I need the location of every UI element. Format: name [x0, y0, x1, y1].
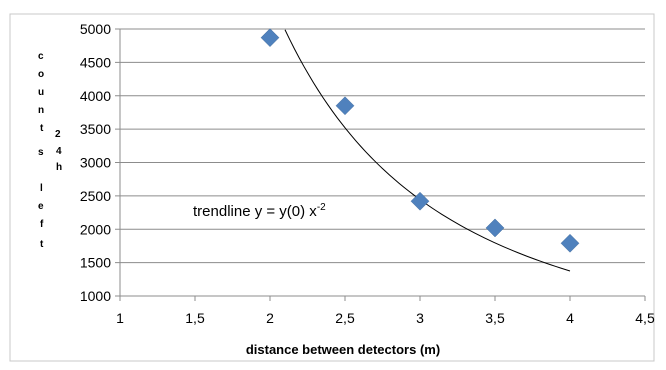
y-axis-label-letter: 2	[55, 129, 61, 140]
x-axis-label: distance between detectors (m)	[245, 342, 441, 357]
x-tick-label: 3,5	[485, 310, 505, 326]
trendline-label: trendline y = y(0) x-2	[193, 202, 326, 220]
y-tick-label: 1000	[80, 288, 111, 304]
y-tick-label: 4500	[80, 54, 111, 70]
y-axis-label-letter: u	[38, 87, 45, 98]
y-axis-label-letter: n	[38, 105, 45, 116]
data-point	[410, 191, 430, 211]
y-tick-label: 5000	[80, 21, 111, 37]
y-axis-label-letter: 4	[56, 146, 62, 157]
data-point	[335, 96, 355, 116]
trendline	[284, 29, 571, 272]
y-tick-label: 2500	[80, 188, 111, 204]
y-axis-label-letter: f	[40, 219, 44, 230]
y-tick-label: 1500	[80, 255, 111, 271]
y-axis-label-letter: o	[38, 69, 45, 80]
x-tick-label: 4	[566, 310, 574, 326]
x-tick-label: 2,5	[335, 310, 355, 326]
trendline-label-text: trendline y = y(0) x	[193, 203, 317, 220]
y-axis-label-letter: h	[56, 162, 63, 173]
x-tick-label: 1,5	[185, 310, 205, 326]
data-point	[260, 28, 280, 48]
y-axis-label-letter: c	[38, 51, 44, 62]
y-tick-label: 3500	[80, 121, 111, 137]
x-tick-label: 3	[416, 310, 424, 326]
trendline-label-exponent: -2	[316, 202, 326, 213]
y-axis-label-letter: e	[38, 201, 44, 212]
x-tick-label: 1	[116, 310, 124, 326]
y-axis-label-letter: t	[40, 239, 44, 250]
y-axis-label-letter: s	[38, 147, 44, 158]
chart-border	[9, 13, 655, 362]
y-tick-label: 2000	[80, 221, 111, 237]
y-axis-label-letter: l	[40, 183, 43, 194]
y-axis-label-letter: t	[40, 123, 44, 134]
data-point	[560, 233, 580, 253]
x-tick-label: 4,5	[635, 310, 655, 326]
data-point	[485, 218, 505, 238]
y-tick-label: 4000	[80, 88, 111, 104]
y-tick-label: 3000	[80, 155, 111, 171]
x-tick-label: 2	[266, 310, 274, 326]
